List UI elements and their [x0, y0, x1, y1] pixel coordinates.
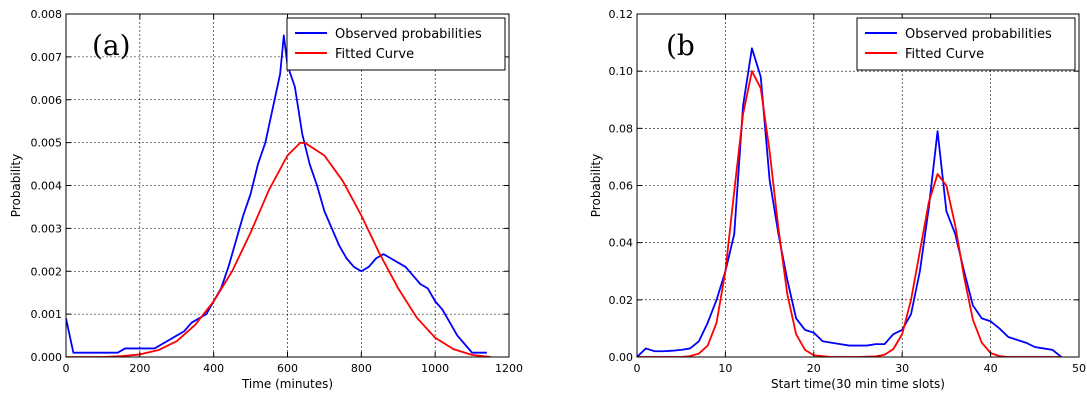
x-tick-label: 800 — [351, 362, 372, 375]
y-tick-label: 0.06 — [609, 180, 634, 193]
panel-label: (a) — [92, 29, 131, 62]
x-axis-label: Time (minutes) — [241, 377, 333, 391]
y-tick-label: 0.08 — [609, 122, 634, 135]
x-tick-label: 1200 — [495, 362, 523, 375]
legend-box — [286, 17, 506, 71]
x-tick-label: 0 — [63, 362, 70, 375]
y-tick-label: 0.02 — [609, 294, 634, 307]
x-tick-label: 30 — [895, 362, 909, 375]
y-axis-label: Probability — [589, 154, 603, 217]
legend: Observed probabilities Fitted Curve — [856, 17, 1076, 71]
y-tick-label: 0.12 — [609, 8, 634, 21]
x-tick-label: 20 — [807, 362, 821, 375]
legend-label-0: Observed probabilities — [335, 27, 482, 42]
x-tick-label: 200 — [129, 362, 150, 375]
chart-panel-0: 0 200 400 600 800 1000 1200 0.000 0.001 0.002 0.00… — [9, 8, 523, 391]
y-tick-label: 0.001 — [31, 308, 63, 321]
x-tick-label: 10 — [718, 362, 732, 375]
legend-label-1: Fitted Curve — [905, 47, 984, 62]
x-tick-label: 1000 — [421, 362, 449, 375]
x-tick-label: 0 — [634, 362, 641, 375]
y-axis-label: Probability — [9, 154, 23, 217]
series-line-0 — [66, 34, 487, 354]
series-line-1 — [66, 141, 491, 357]
y-tick-label: 0.008 — [31, 8, 63, 21]
chart-panel-1: 0 10 20 30 40 50 0.00 0.02 0.04 0.06 0.08 0.10 0.12 S… — [589, 8, 1086, 391]
y-tick-label: 0.10 — [609, 65, 634, 78]
y-tick-label: 0.007 — [31, 51, 63, 64]
x-tick-label: 40 — [984, 362, 998, 375]
y-tick-label: 0.003 — [31, 222, 63, 235]
legend: Observed probabilities Fitted Curve — [286, 17, 506, 71]
series-line-0 — [637, 47, 1062, 357]
y-tick-label: 0.004 — [31, 180, 63, 193]
x-tick-label: 400 — [203, 362, 224, 375]
y-tick-label: 0.04 — [609, 237, 634, 250]
y-tick-label: 0.005 — [31, 137, 63, 150]
legend-box — [856, 17, 1076, 71]
y-tick-label: 0.002 — [31, 265, 63, 278]
x-tick-label: 50 — [1072, 362, 1086, 375]
panel-label: (b — [666, 29, 695, 62]
series-line-1 — [637, 70, 1062, 357]
legend-label-1: Fitted Curve — [335, 47, 414, 62]
y-tick-label: 0.00 — [609, 351, 634, 364]
legend-label-0: Observed probabilities — [905, 27, 1052, 42]
x-axis-label: Start time(30 min time slots) — [771, 377, 945, 391]
x-tick-label: 600 — [277, 362, 298, 375]
y-tick-label: 0.000 — [31, 351, 63, 364]
y-tick-label: 0.006 — [31, 94, 63, 107]
